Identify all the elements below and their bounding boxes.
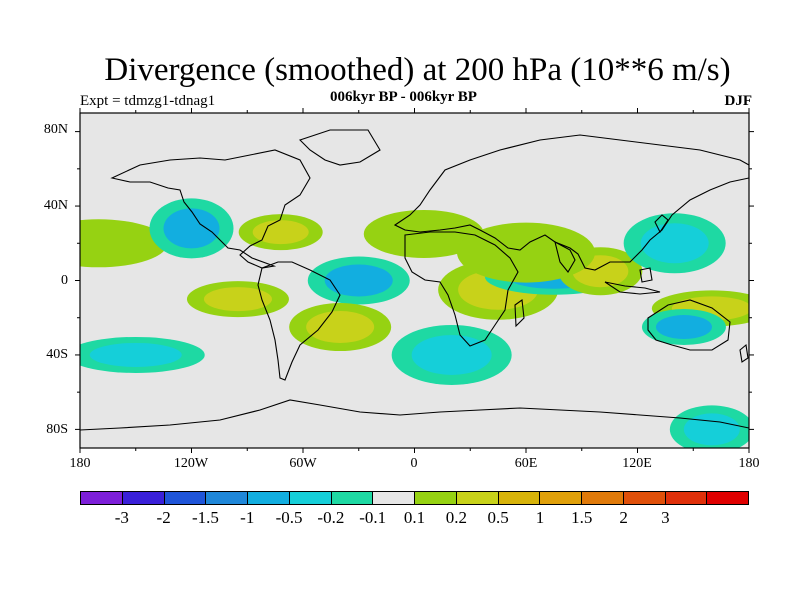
colorbar-swatch — [289, 492, 332, 504]
coastline-africa — [404, 231, 519, 347]
colorbar-swatch — [122, 492, 165, 504]
coastline-new-zealand — [739, 343, 749, 363]
lat-label-0: 0 — [61, 273, 68, 288]
lon-label-0: 0 — [410, 456, 418, 471]
colorbar-label: -0.1 — [359, 508, 387, 527]
divergence-contour — [80, 227, 145, 260]
coastline-greenland — [298, 129, 381, 166]
colorbar-swatch — [164, 492, 207, 504]
lon-label-60e: 60E — [514, 456, 538, 471]
divergence-contour — [683, 413, 740, 446]
axis-ticks — [75, 108, 754, 453]
coastline-antarctica — [80, 399, 749, 431]
coastline-north-america — [110, 149, 311, 269]
colorbar-label: -1.5 — [191, 508, 219, 527]
colorbar-swatch — [707, 492, 748, 504]
coastline-india — [554, 240, 576, 273]
colorbar-swatch — [498, 492, 541, 504]
coastline-japan — [654, 214, 669, 234]
colorbar-label: -0.5 — [275, 508, 303, 527]
lon-label-60w: 60W — [289, 456, 317, 471]
lon-label-180w: 180 — [69, 456, 91, 471]
colorbar-label: 0.2 — [445, 508, 467, 527]
experiment-label: Expt = tdmzg1-tdnag1 — [80, 93, 216, 109]
lat-label-40s: 40S — [46, 347, 68, 362]
time-period-label: 006kyr BP - 006kyr BP — [330, 89, 477, 105]
lat-label-80s: 80S — [46, 422, 68, 437]
coastline-indonesia — [604, 267, 661, 295]
map-title: Divergence (smoothed) at 200 hPa (10**6 … — [104, 52, 731, 88]
colorbar-swatch — [331, 492, 374, 504]
divergence-contour — [89, 342, 182, 367]
colorbar-label: -1 — [240, 508, 255, 527]
divergence-contour — [480, 232, 572, 273]
colorbar-swatch — [540, 492, 582, 504]
colorbar-label: 0.1 — [403, 508, 426, 527]
coastline-australia — [647, 299, 731, 351]
season-label: DJF — [724, 93, 753, 109]
colorbar-label: -2 — [156, 508, 171, 527]
divergence-contour — [163, 208, 220, 249]
divergence-contour — [655, 315, 712, 340]
divergence-contour — [383, 217, 464, 250]
lat-label-80n: 80N — [43, 122, 68, 137]
colorbar-label: 3 — [661, 508, 670, 527]
divergence-contour — [203, 287, 272, 312]
colorbar-label: 2 — [619, 508, 628, 527]
lat-label-40n: 40N — [43, 198, 68, 213]
colorbar-swatch — [582, 492, 624, 504]
divergence-contour — [252, 220, 309, 245]
coastlines — [80, 129, 749, 431]
lon-label-120e: 120E — [622, 456, 652, 471]
colorbar-label: 1 — [535, 508, 545, 527]
colorbar-swatch — [373, 492, 415, 504]
divergence-contour — [411, 334, 492, 375]
divergence-contour — [324, 264, 393, 297]
colorbar-swatch — [456, 492, 499, 504]
colorbar-swatch — [415, 492, 457, 504]
lon-label-120w: 120W — [173, 456, 209, 471]
divergence-contour — [306, 311, 375, 344]
colorbar-swatch — [248, 492, 290, 504]
colorbar-label: -0.2 — [317, 508, 345, 527]
colorbar-label: 0.5 — [487, 508, 509, 527]
lon-label-180e: 180 — [738, 456, 760, 471]
colorbar-label: 1.5 — [571, 508, 593, 527]
divergence-contour — [640, 223, 709, 264]
colorbar-swatch — [81, 492, 123, 504]
colorbar — [80, 491, 749, 505]
coastline-south-america — [257, 261, 341, 381]
colorbar-swatch — [206, 492, 248, 504]
coastline-eurasia — [393, 134, 749, 271]
colorbar-label: -3 — [114, 508, 129, 527]
coastline-madagascar — [514, 299, 525, 328]
colorbar-swatch — [665, 492, 708, 504]
colorbar-swatch — [623, 492, 666, 504]
